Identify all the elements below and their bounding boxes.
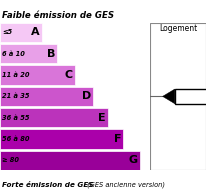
Text: ≤5: ≤5 xyxy=(2,29,12,35)
Text: Faible émission de GES: Faible émission de GES xyxy=(2,11,114,20)
Text: 56 à 80: 56 à 80 xyxy=(2,136,30,142)
Bar xyxy=(0,87,93,106)
Text: F: F xyxy=(114,134,121,144)
Bar xyxy=(0,129,123,149)
Bar xyxy=(0,151,140,170)
Text: ≥ 80: ≥ 80 xyxy=(2,157,19,163)
Text: Logement: Logement xyxy=(159,24,197,33)
Text: D: D xyxy=(82,91,91,101)
Text: 11 à 20: 11 à 20 xyxy=(2,72,30,78)
Polygon shape xyxy=(163,89,175,104)
Text: B: B xyxy=(47,49,55,59)
Bar xyxy=(175,89,206,104)
Text: Forte émission de GES: Forte émission de GES xyxy=(2,182,94,188)
Text: C: C xyxy=(65,70,73,80)
Text: 21 à 35: 21 à 35 xyxy=(2,93,30,99)
Text: A: A xyxy=(31,27,40,37)
Text: 6 à 10: 6 à 10 xyxy=(2,51,25,57)
Text: 36 à 55: 36 à 55 xyxy=(2,115,30,121)
Bar xyxy=(0,65,75,85)
Text: (GES ancienne version): (GES ancienne version) xyxy=(85,182,165,188)
Bar xyxy=(0,44,57,64)
Bar xyxy=(0,23,42,42)
Text: G: G xyxy=(129,155,138,165)
Bar xyxy=(0,108,108,127)
Text: E: E xyxy=(98,113,106,123)
